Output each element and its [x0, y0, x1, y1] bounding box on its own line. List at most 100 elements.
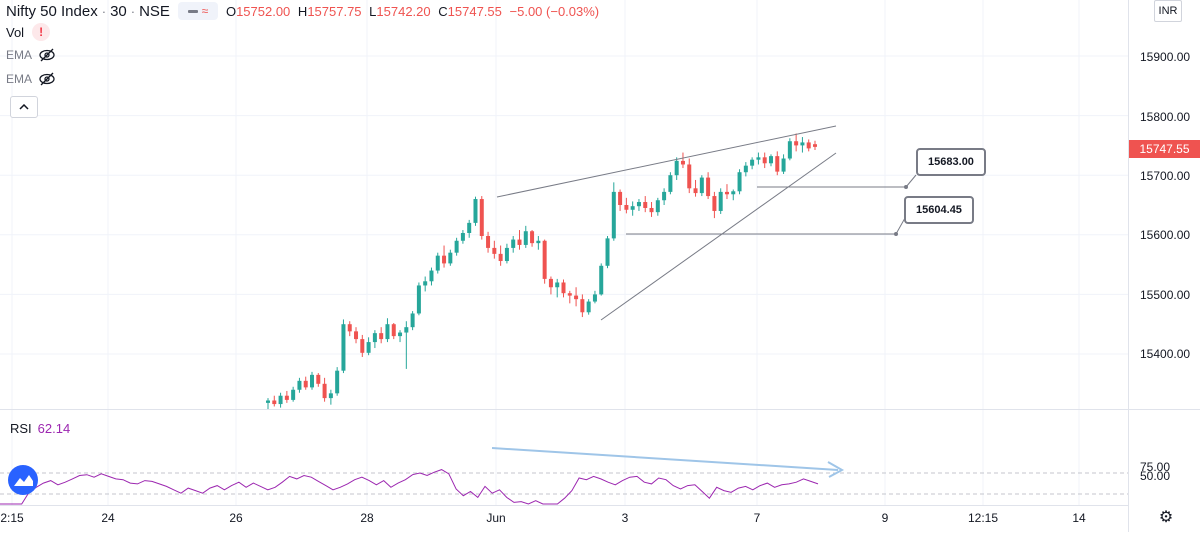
interval-label[interactable]: 30 — [110, 2, 127, 20]
price-tick: 15600.00 — [1140, 228, 1191, 242]
time-axis[interactable] — [0, 505, 1128, 533]
candle-body — [693, 188, 698, 194]
candle-body — [599, 265, 604, 295]
symbol-legend[interactable]: Nifty 50 Index · 30 · NSE ≈ O15752.00 H1… — [6, 2, 603, 20]
symbol-name[interactable]: Nifty 50 Index — [6, 2, 98, 20]
candle-body — [448, 252, 453, 264]
candle-body — [775, 156, 780, 172]
candle-body — [385, 324, 390, 340]
candle-body — [762, 157, 767, 164]
candle-body — [435, 255, 440, 271]
rsi-value: 62.14 — [37, 421, 71, 436]
close-value: 15747.55 — [447, 3, 502, 19]
candle-body — [379, 333, 384, 340]
vol-label[interactable]: Vol — [6, 24, 25, 40]
candle-body — [750, 159, 755, 166]
candle-body — [806, 142, 811, 149]
currency-button[interactable]: INR — [1154, 0, 1182, 22]
mountain-icon — [14, 475, 33, 486]
rsi-legend[interactable]: RSI 62.14 — [10, 421, 70, 436]
candle-body — [813, 144, 817, 147]
candle-body — [592, 294, 597, 302]
candle-body — [498, 253, 503, 262]
candle-body — [668, 175, 673, 192]
volume-legend[interactable]: Vol ! — [6, 23, 51, 41]
candle-body — [636, 202, 641, 207]
open-key: O — [225, 3, 237, 19]
candle-body — [442, 255, 447, 264]
minus-icon — [187, 9, 198, 13]
candle-body — [391, 324, 396, 337]
rsi-tick: 50.00 — [1140, 469, 1171, 483]
candle-body — [630, 206, 635, 210]
time-label: 2:15 — [0, 511, 24, 525]
candle-body — [787, 141, 792, 159]
candle-body — [366, 342, 371, 353]
rsi-divergence-arrow[interactable] — [491, 447, 839, 471]
candle-body — [548, 278, 553, 288]
candle-body — [662, 191, 667, 201]
candle-body — [341, 324, 346, 371]
candle-body — [354, 331, 359, 340]
candle-body — [699, 177, 704, 194]
rsi-line — [0, 469, 819, 505]
candle-body — [504, 247, 509, 262]
candle-body — [486, 235, 491, 248]
candle-body — [542, 240, 547, 279]
candle-body — [794, 141, 799, 146]
candle-body — [624, 205, 629, 210]
candle-body — [706, 177, 711, 197]
price-scale[interactable] — [1128, 0, 1200, 532]
candle-body — [328, 393, 333, 399]
ema-label[interactable]: EMA — [6, 48, 33, 62]
alert-icon[interactable]: ! — [32, 23, 51, 41]
compare-toggle[interactable]: ≈ — [177, 2, 218, 20]
collapse-legend-button[interactable] — [10, 96, 38, 118]
chevron-up-icon — [19, 104, 29, 110]
tradingview-logo[interactable] — [8, 465, 38, 495]
candle-body — [718, 191, 723, 211]
ema-legend-2[interactable]: EMA — [6, 72, 56, 86]
ema-label[interactable]: EMA — [6, 72, 33, 86]
candle-body — [423, 281, 428, 286]
candle-body — [473, 199, 478, 223]
candle-body — [605, 238, 610, 266]
rsi-label[interactable]: RSI — [10, 421, 32, 436]
high-key: H — [297, 3, 308, 19]
chart-canvas[interactable] — [0, 0, 1128, 505]
exchange-label: NSE — [139, 2, 170, 20]
wave-icon: ≈ — [201, 4, 209, 18]
candle-body — [618, 191, 623, 205]
eye-off-icon[interactable] — [38, 48, 56, 62]
wedge-upper-trendline[interactable] — [496, 125, 837, 198]
candle-body — [266, 400, 270, 403]
price-tick: 15400.00 — [1140, 347, 1191, 361]
candle-body — [284, 395, 289, 400]
candle-body — [316, 374, 321, 384]
candle-body — [655, 200, 660, 213]
candle-body — [580, 299, 585, 313]
candle-body — [530, 231, 535, 244]
candle-body — [800, 142, 805, 146]
low-value: 15742.20 — [376, 3, 431, 19]
candle-body — [410, 313, 415, 328]
candle-body — [429, 270, 434, 282]
candle-body — [360, 339, 365, 353]
eye-off-icon[interactable] — [38, 72, 56, 86]
wedge-lower-trendline[interactable] — [600, 152, 837, 321]
price-tick: 15500.00 — [1140, 288, 1191, 302]
pane-separator[interactable] — [0, 409, 1200, 410]
price-callout-upper[interactable]: 15683.00 — [916, 148, 986, 176]
price-callout-lower[interactable]: 15604.45 — [904, 196, 974, 224]
ema-legend-1[interactable]: EMA — [6, 48, 56, 62]
legend-separator: · — [101, 3, 107, 19]
candle-body — [291, 389, 296, 400]
rsi-divergence-arrowhead — [827, 461, 845, 478]
time-label: 9 — [881, 511, 889, 525]
low-key: L — [369, 3, 377, 19]
gear-icon[interactable]: ⚙ — [1158, 509, 1174, 526]
candle-body — [297, 380, 302, 390]
close-key: C — [438, 3, 448, 19]
candle-body — [674, 160, 679, 176]
time-label: 3 — [621, 511, 629, 525]
